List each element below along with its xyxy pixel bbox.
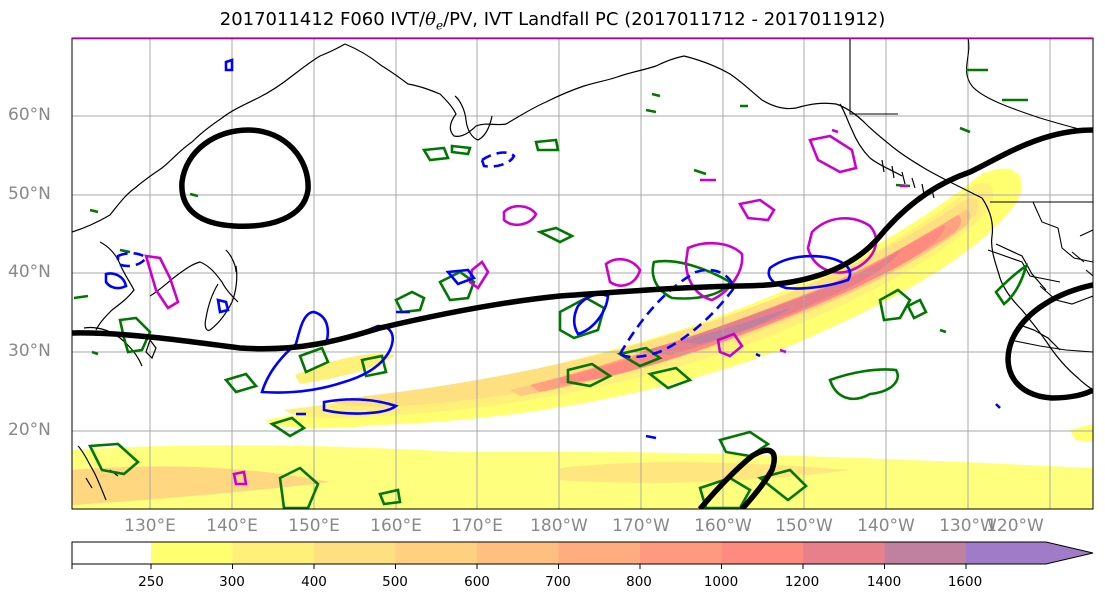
colorbar-swatch [884,542,967,564]
lon-label-160w: 160°W [694,516,752,536]
colorbar-label-600: 600 [464,574,490,590]
pc-contours [72,127,1093,509]
colorbar-swatch [395,542,478,564]
lon-label-180w: 180°W [530,516,588,536]
colorbar-swatch [558,542,641,564]
lat-label-30n: 30°N [8,341,51,361]
lon-label-130e: 130°E [124,516,176,536]
colorbar-swatch [966,542,1048,564]
lon-label-170e: 170°E [451,516,503,536]
lon-label-170w: 170°W [612,516,670,536]
ivt-shading [72,168,1093,509]
lon-label-140w: 140°W [857,516,915,536]
colorbar-label-250: 250 [138,574,164,590]
graticule [72,38,1093,509]
lon-label-120w: 120°W [986,516,1044,536]
lon-label-150e: 150°E [288,516,340,536]
colorbar-swatch [477,542,559,564]
colorbar-swatch [232,542,315,564]
lon-label-130w: 130°W [939,516,997,536]
colorbar-swatch [721,542,804,564]
map-title: 2017011412 F060 IVT/θe/PV, IVT Landfall … [219,9,886,33]
lat-label-50n: 50°N [8,184,51,204]
lon-label-160e: 160°E [370,516,422,536]
colorbar-swatch [640,542,722,564]
colorbar-label-1000: 1000 [703,574,739,590]
lon-label-150w: 150°W [775,516,833,536]
colorbar-label-1400: 1400 [866,574,902,590]
lat-label-40n: 40°N [8,262,51,282]
pv-contours [73,68,1029,509]
colorbar-label-700: 700 [545,574,571,590]
colorbar [71,541,1094,569]
colorbar-swatch [151,542,233,564]
colorbar-swatch [803,542,885,564]
colorbar-label-400: 400 [301,574,327,590]
colorbar-label-1200: 1200 [784,574,820,590]
colorbar-label-800: 800 [626,574,652,590]
colorbar-label-300: 300 [219,574,245,590]
colorbar-label-1600: 1600 [947,574,983,590]
colorbar-label-500: 500 [382,574,408,590]
colorbar-swatch [314,542,396,564]
lon-label-140e: 140°E [206,516,258,536]
lat-label-20n: 20°N [8,420,51,440]
lat-label-60n: 60°N [8,105,51,125]
map-area [72,38,1093,509]
